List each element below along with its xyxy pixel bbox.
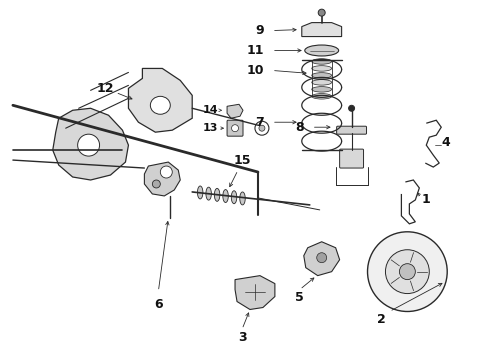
FancyBboxPatch shape [227,120,243,136]
Ellipse shape [214,188,220,201]
Text: 12: 12 [97,82,114,95]
Text: 8: 8 [295,121,304,134]
Ellipse shape [312,87,332,92]
Ellipse shape [160,166,172,178]
Ellipse shape [152,180,160,188]
Text: 6: 6 [154,298,163,311]
Text: 4: 4 [441,136,450,149]
Text: 11: 11 [246,44,264,57]
Text: 14: 14 [202,105,218,115]
Polygon shape [304,242,340,276]
Polygon shape [53,108,128,180]
Text: 10: 10 [246,64,264,77]
Ellipse shape [312,73,332,78]
Ellipse shape [255,121,269,135]
Polygon shape [302,23,342,37]
Ellipse shape [231,191,237,204]
Text: 2: 2 [377,313,386,326]
Polygon shape [128,68,192,132]
Circle shape [368,232,447,311]
Polygon shape [145,162,180,196]
Text: 7: 7 [255,116,264,129]
FancyBboxPatch shape [337,126,367,134]
Ellipse shape [240,192,245,205]
Ellipse shape [223,190,228,203]
Text: 15: 15 [233,154,251,167]
Polygon shape [227,104,243,118]
FancyBboxPatch shape [340,149,364,168]
Ellipse shape [312,80,332,85]
Circle shape [399,264,416,280]
Ellipse shape [206,187,211,200]
Circle shape [386,250,429,293]
Ellipse shape [312,59,332,64]
Ellipse shape [197,186,203,199]
Ellipse shape [150,96,171,114]
Text: 3: 3 [238,331,246,344]
Text: 13: 13 [203,123,218,133]
Ellipse shape [312,94,332,99]
Ellipse shape [312,66,332,71]
Ellipse shape [232,125,239,132]
Text: 1: 1 [421,193,430,206]
Ellipse shape [305,45,339,56]
Text: 5: 5 [295,291,304,304]
Ellipse shape [259,125,265,131]
Text: 9: 9 [255,24,264,37]
Ellipse shape [317,253,327,263]
Polygon shape [235,276,275,310]
Circle shape [318,9,325,16]
Ellipse shape [77,134,99,156]
Circle shape [348,105,355,111]
